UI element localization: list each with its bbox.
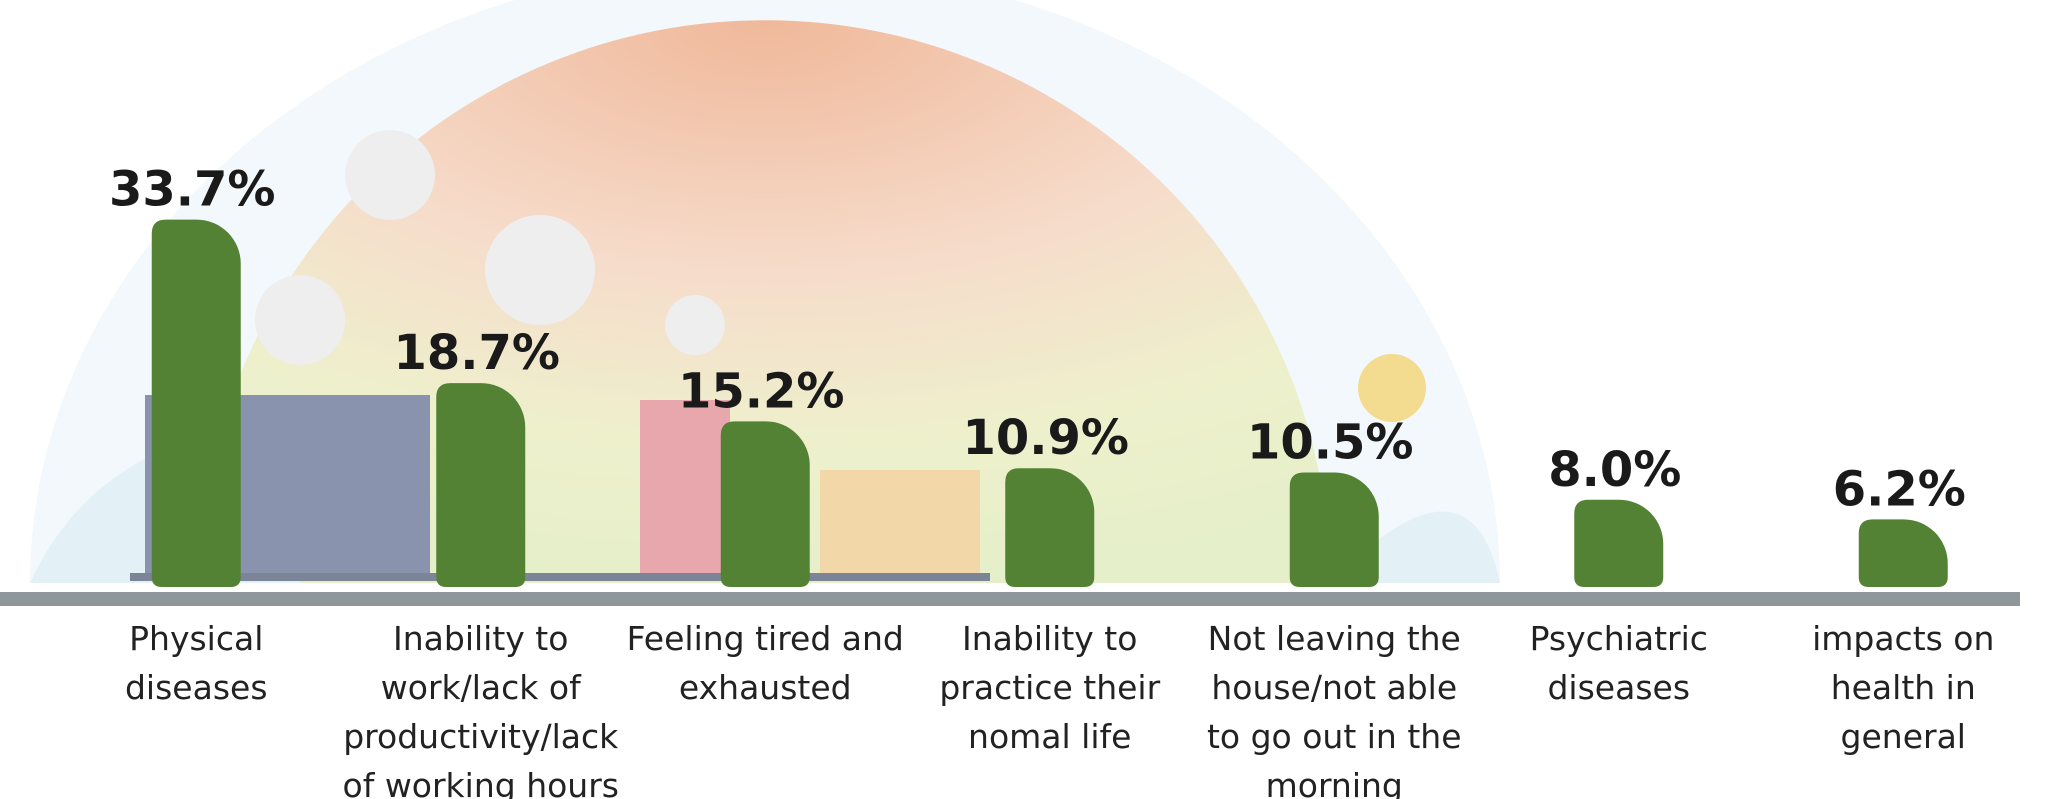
bar	[1858, 519, 1948, 587]
value-label: 10.5%	[1247, 415, 1414, 471]
category-label: Inability to practice their nomal life	[939, 619, 1161, 756]
bar	[436, 383, 526, 587]
bar	[720, 421, 810, 587]
category-label: impacts on health in general	[1812, 619, 1995, 756]
baseline	[0, 592, 2020, 606]
bar	[1289, 472, 1379, 587]
value-label: 15.2%	[678, 363, 845, 419]
bar	[151, 219, 241, 588]
value-label: 18.7%	[393, 325, 560, 381]
value-label: 8.0%	[1548, 442, 1681, 498]
value-label: 6.2%	[1833, 461, 1966, 517]
value-label: 33.7%	[109, 162, 276, 218]
category-label: Physical diseases	[124, 619, 268, 707]
category-label: Feeling tired and exhausted	[626, 619, 904, 707]
value-label: 10.9%	[962, 410, 1129, 466]
bar	[1005, 468, 1095, 587]
category-label: Psychiatric diseases	[1529, 619, 1708, 707]
background-decoration	[30, 0, 1500, 583]
category-label: Not leaving the house/not able to go out…	[1206, 619, 1462, 799]
category-label: Inability to work/lack of productivity/l…	[342, 619, 619, 799]
bar	[1574, 499, 1664, 587]
